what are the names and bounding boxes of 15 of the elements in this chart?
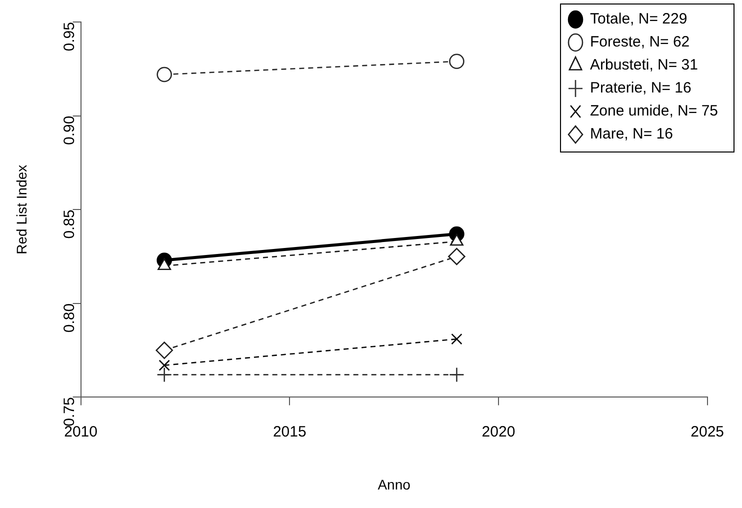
y-axis-title: Red List Index [13, 164, 30, 254]
legend-label: Foreste, N= 62 [590, 34, 690, 51]
x-axis-title: Anno [378, 476, 411, 492]
legend-label: Totale, N= 229 [590, 10, 688, 28]
y-tick-label: 0.90 [60, 116, 78, 146]
legend-label: Zone umide, N= 75 [590, 102, 718, 120]
legend-label: Arbusteti, N= 31 [590, 56, 698, 74]
x-tick-label: 2015 [272, 423, 306, 440]
y-tick-label: 0.80 [60, 303, 78, 333]
legend-label: Praterie, N= 16 [590, 80, 692, 97]
x-tick-label: 2020 [482, 423, 516, 440]
legend-label: Mare, N= 16 [590, 126, 673, 143]
y-tick-label: 0.95 [60, 22, 78, 52]
x-tick-label: 2025 [690, 423, 724, 440]
y-tick-label: 0.85 [60, 210, 78, 239]
